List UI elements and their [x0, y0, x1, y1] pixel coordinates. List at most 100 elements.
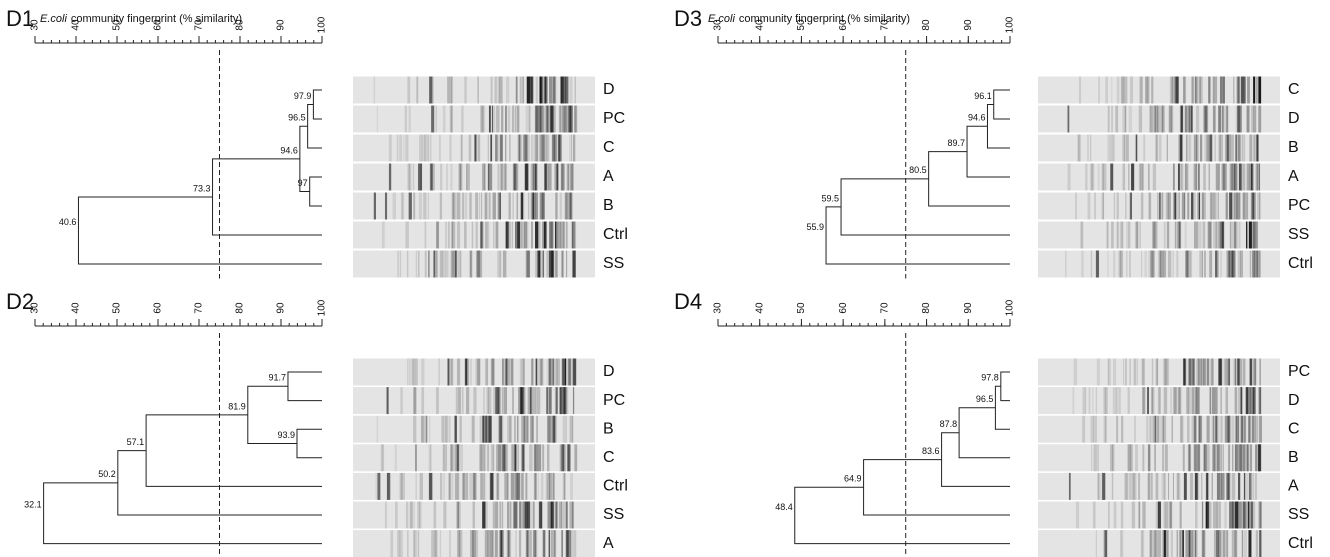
gel-band: [1207, 221, 1209, 249]
node-value: 57.1: [127, 437, 145, 447]
gel-band: [530, 415, 534, 443]
gel-band: [508, 530, 512, 557]
gel-band: [1149, 105, 1152, 133]
gel-band: [526, 250, 530, 278]
gel-band: [1241, 530, 1244, 557]
gel-band: [501, 501, 504, 529]
gel-band: [1172, 163, 1175, 191]
gel-band: [459, 530, 463, 557]
gel-band: [1249, 134, 1252, 162]
gel-band: [519, 358, 522, 386]
gel-band: [402, 192, 405, 220]
leaf-label: D: [603, 81, 615, 98]
leaf-label: A: [603, 168, 614, 185]
gel-band: [1228, 192, 1233, 220]
tick-label: 100: [317, 16, 328, 33]
gel-band: [1147, 444, 1151, 472]
gel-band: [562, 358, 564, 386]
gel-band: [1234, 358, 1236, 386]
leaf-label: D: [1288, 392, 1300, 409]
gel-band: [1242, 192, 1246, 220]
gel-band: [1129, 472, 1131, 500]
gel-band: [514, 163, 517, 191]
gel-band: [1157, 105, 1161, 133]
gel-band: [1095, 250, 1100, 278]
gel-band: [1121, 76, 1123, 104]
gel-band: [1212, 105, 1216, 133]
gel-band: [434, 530, 437, 557]
gel-band: [1255, 530, 1259, 557]
gel-band: [480, 472, 482, 500]
gel-lane: [353, 221, 595, 249]
gel-band: [454, 250, 457, 278]
gel-band: [549, 387, 552, 415]
gel-band: [513, 163, 518, 191]
gel-band: [1206, 134, 1209, 162]
gel-band: [561, 163, 565, 191]
gel-band: [1177, 192, 1181, 220]
gel-band: [551, 530, 556, 557]
gel-lane: [353, 105, 595, 133]
gel-band: [1227, 358, 1231, 386]
gel-band: [482, 415, 486, 443]
gel-band: [475, 358, 479, 386]
gel-band: [1255, 76, 1258, 104]
tick-label: 60: [153, 302, 164, 314]
gel-band: [1234, 163, 1238, 191]
gel-band: [1111, 105, 1113, 133]
gel-band: [449, 76, 454, 104]
gel-band: [1248, 472, 1252, 500]
gel-band: [1237, 76, 1240, 104]
gel-band: [560, 163, 563, 191]
gel-band: [457, 472, 460, 500]
gel-band: [1116, 415, 1119, 443]
gel-band: [1153, 530, 1157, 557]
gel-band: [1230, 192, 1232, 220]
gel-band: [1107, 358, 1110, 386]
gel-band: [530, 163, 533, 191]
tick-label: 90: [963, 302, 974, 314]
gel-lane: [1038, 472, 1280, 500]
gel-band: [453, 250, 456, 278]
gel-band: [1224, 358, 1227, 386]
gel-band: [1240, 387, 1243, 415]
gel-band: [559, 105, 564, 133]
gel-band: [501, 530, 504, 557]
gel-band: [435, 250, 438, 278]
gel-band: [1187, 250, 1189, 278]
gel-band: [1111, 221, 1113, 249]
gel-band: [1149, 415, 1152, 443]
gel-band: [1172, 250, 1174, 278]
gel-band: [510, 501, 512, 529]
gel-band: [1169, 501, 1171, 529]
gel-band: [546, 387, 548, 415]
gel-band: [503, 387, 507, 415]
gel-band: [1231, 250, 1234, 278]
gel-band: [1161, 192, 1164, 220]
gel-band: [1081, 250, 1084, 278]
leaf-label: B: [603, 420, 614, 437]
gel-band: [1254, 250, 1257, 278]
node-value: 50.2: [98, 469, 116, 479]
panel: D1 E.coli community fingerprint (% similar…: [6, 6, 628, 279]
gel-band: [1161, 105, 1165, 133]
gel-band: [1166, 221, 1170, 249]
gel-band: [531, 163, 534, 191]
gel-band: [1127, 444, 1131, 472]
gel-band: [521, 192, 525, 220]
gel-band: [545, 163, 549, 191]
gel-band: [425, 415, 428, 443]
gel-band: [445, 221, 447, 249]
lane-bg: [1038, 76, 1280, 104]
gel-band: [1222, 530, 1225, 557]
gel-band: [1258, 444, 1261, 472]
gel-band: [1173, 163, 1175, 191]
gel-band: [555, 221, 557, 249]
gel-band: [1258, 76, 1261, 104]
gel-band: [1237, 387, 1241, 415]
gel-band: [522, 501, 525, 529]
gel-band: [515, 501, 518, 529]
gel-band: [541, 192, 545, 220]
gel-band: [562, 501, 565, 529]
gel-band: [571, 501, 574, 529]
